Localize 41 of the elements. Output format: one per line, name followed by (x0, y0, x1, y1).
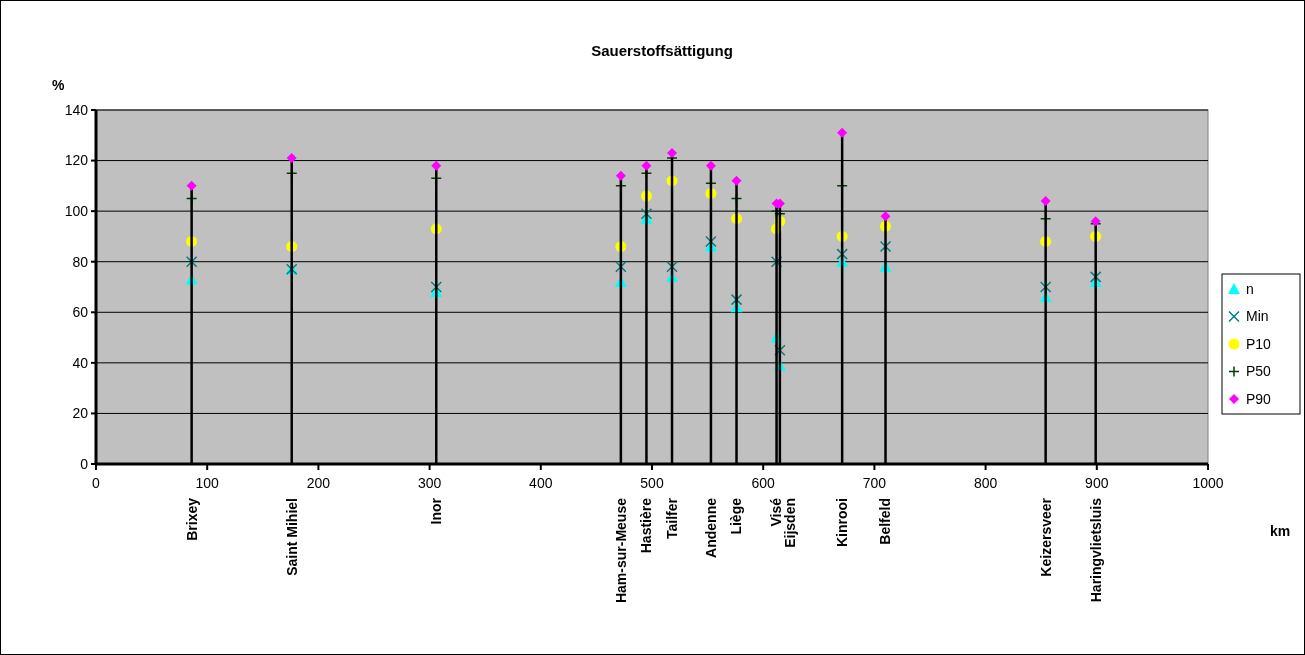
x-tick-label: 0 (92, 475, 101, 491)
legend-label: P50 (1246, 363, 1272, 380)
x-tick-label: 900 (1085, 475, 1109, 491)
y-tick-label: 100 (64, 203, 89, 220)
x-tick-label: 200 (306, 475, 331, 491)
y-tick-label: 60 (72, 304, 89, 321)
text: Kinrooi (834, 498, 851, 547)
y-tick-label: 140 (64, 101, 89, 118)
x-tick-label: 300 (417, 475, 442, 491)
x-tick-label: 500 (640, 475, 664, 491)
x-tick-label: 800 (973, 475, 998, 491)
x-tick-label: 1000 (1192, 475, 1224, 491)
x-axis-title: km (1269, 523, 1291, 539)
text: Saint Mihiel (283, 498, 300, 576)
y-tick-label: 0 (80, 455, 89, 472)
text: Belfeld (877, 498, 894, 545)
y-tick-label: 40 (72, 354, 89, 371)
x-tick-label: 400 (529, 475, 553, 491)
legend-label: Min (1246, 308, 1269, 325)
chart-title: Sauerstoffsättigung (591, 42, 733, 59)
y-tick-label: 20 (72, 405, 89, 422)
legend-label: P10 (1246, 335, 1272, 352)
text: Inor (428, 497, 445, 525)
text: Eijsden (782, 498, 799, 548)
text: Haringvlietsluis (1087, 497, 1104, 603)
x-tick-label: 100 (195, 475, 220, 491)
text: Hastière (638, 497, 655, 554)
y-tick-label: 120 (64, 152, 89, 169)
y-tick-label: 80 (72, 253, 89, 270)
text: Keizersveer (1037, 497, 1054, 577)
text: Andenne (702, 497, 719, 558)
x-tick-label: 600 (751, 475, 776, 491)
text: Tailfer (663, 497, 680, 539)
legend-label: n (1246, 280, 1254, 297)
text: Ham-sur-Meuse (612, 497, 629, 604)
x-tick-label: 700 (862, 475, 887, 491)
y-axis-title: % (52, 77, 65, 93)
text: Visé (768, 497, 785, 527)
text: Liège (728, 497, 745, 535)
legend-label: P90 (1246, 390, 1272, 407)
text: Brixey (183, 497, 200, 541)
